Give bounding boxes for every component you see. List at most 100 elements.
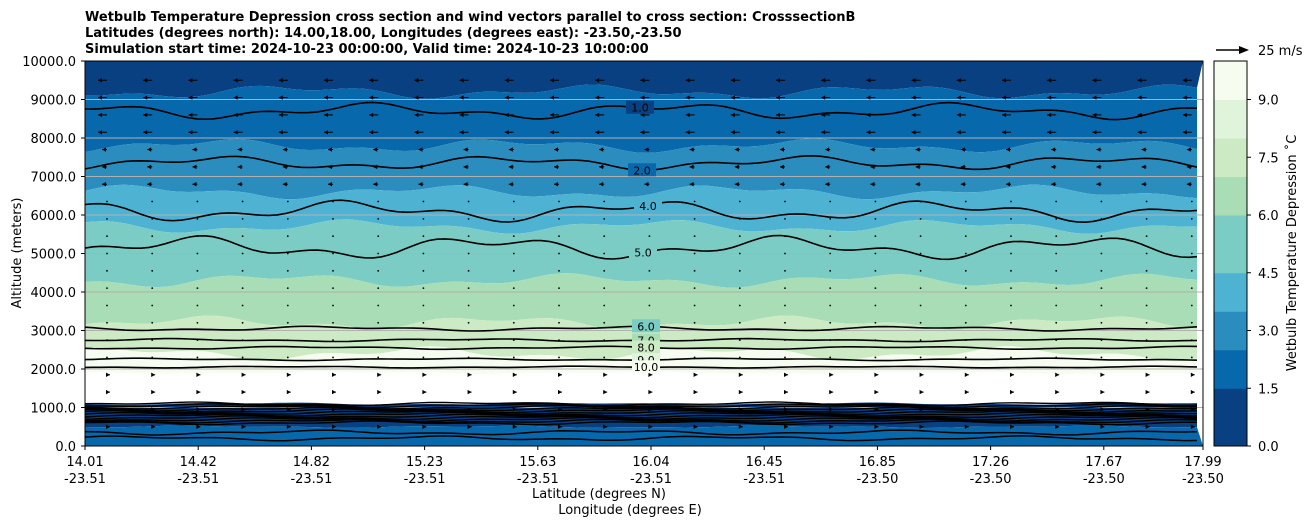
wind-vector-head (915, 164, 920, 170)
colorbar-band (1214, 61, 1247, 81)
wind-vector-dot (106, 252, 108, 255)
wind-vector-dot (603, 304, 606, 307)
wind-vector-head (1141, 147, 1146, 152)
wind-vector-dot (784, 200, 786, 203)
colorbar-band (1214, 157, 1247, 177)
wind-vector-head (784, 372, 788, 377)
wind-vector-dot (693, 269, 696, 272)
wind-vector-head (648, 424, 653, 429)
colorbar-band (1214, 272, 1247, 293)
wind-vector-dot (919, 217, 922, 220)
x-tick-label-longitude: -23.50 (970, 472, 1012, 487)
wind-vector-head (550, 112, 554, 118)
wind-vector-head (369, 112, 374, 118)
wind-vector-dot (693, 321, 696, 324)
wind-vector-head (1047, 130, 1052, 135)
wind-vector-dot (422, 252, 425, 255)
wind-vector-dot (603, 339, 606, 342)
wind-vector-head (780, 182, 784, 187)
wind-vector-head (282, 182, 287, 187)
wind-vector-head (233, 130, 238, 135)
wind-vector-head (689, 164, 694, 170)
wind-vector-head (693, 372, 698, 377)
wind-vector-dot (196, 235, 199, 238)
wind-vector-head (825, 182, 830, 187)
wind-vector-dot (106, 339, 108, 342)
wind-vector-dot (1190, 252, 1193, 255)
wind-vector-head (960, 164, 965, 170)
wind-vector-head (1010, 424, 1014, 429)
wind-vector-head (730, 95, 735, 100)
wind-vector-head (196, 407, 201, 412)
wind-vector-dot (1010, 217, 1012, 220)
wind-vector-head (278, 78, 283, 83)
wind-vector-head (911, 130, 916, 135)
wind-vector-dot (1145, 269, 1148, 272)
wind-vector-dot (829, 304, 832, 307)
wind-vector-head (422, 424, 427, 429)
wind-vector-head (143, 112, 148, 118)
wind-vector-dot (151, 235, 154, 238)
wind-vector-head (147, 164, 152, 170)
wind-vector-head (508, 164, 513, 170)
wind-vector-head (599, 147, 604, 152)
wind-vector-dot (241, 321, 244, 324)
wind-vector-dot (467, 269, 470, 272)
wind-vector-head (640, 112, 645, 118)
wind-vector-head (192, 147, 197, 152)
wind-vector-head (1186, 164, 1191, 170)
wind-vector-dot (1145, 304, 1148, 307)
wind-vector-head (1145, 424, 1150, 429)
wind-vector-head (870, 147, 875, 152)
wind-vector-dot (512, 217, 515, 220)
x-tick-label-latitude: 17.99 (1184, 455, 1221, 470)
wind-vector-head (693, 407, 698, 412)
wind-vector-dot (603, 269, 606, 272)
wind-vector-head (550, 130, 554, 135)
wind-vector-dot (512, 321, 515, 324)
wind-vector-dot (648, 287, 651, 290)
wind-vector-head (282, 164, 287, 170)
wind-vector-head (825, 164, 830, 170)
wind-vector-head (143, 78, 148, 83)
wind-vector-head (595, 112, 600, 118)
wind-vector-head (102, 182, 106, 187)
x-tick-label-latitude: 16.85 (859, 455, 896, 470)
wind-vector-dot (196, 269, 199, 272)
wind-vector-head (241, 407, 246, 412)
wind-vector-dot (1145, 339, 1148, 342)
wind-vector-head (459, 95, 464, 100)
wind-vector-dot (648, 217, 651, 220)
wind-vector-head (282, 147, 287, 152)
wind-vector-head (414, 78, 419, 83)
wind-vector-head (106, 407, 110, 412)
y-tick-label: 2000.0 (31, 363, 77, 378)
wind-vector-head (1051, 182, 1056, 187)
wind-vector-head (422, 372, 427, 377)
wind-vector-dot (422, 304, 425, 307)
wind-vector-head (1182, 78, 1187, 83)
wind-vector-dot (829, 200, 832, 203)
contour-label: 1.0 (631, 102, 649, 115)
wind-vector-head (911, 78, 916, 83)
wind-vector-dot (196, 304, 199, 307)
wind-vector-dot (1055, 339, 1058, 342)
wind-vector-dot (1100, 235, 1103, 238)
wind-vector-dot (151, 269, 154, 272)
wind-vector-head (241, 389, 246, 395)
wind-vector-head (554, 164, 558, 170)
wind-vector-dot (558, 200, 560, 203)
wind-vector-dot (829, 321, 832, 324)
wind-vector-dot (422, 287, 425, 290)
wind-vector-head (595, 78, 600, 83)
wind-vector-head (151, 407, 156, 412)
contour-line (85, 403, 1197, 409)
wind-vector-dot (558, 321, 560, 324)
wind-vector-head (151, 372, 156, 377)
wind-vector-dot (784, 269, 786, 272)
wind-vector-dot (106, 321, 108, 324)
wind-vector-head (286, 372, 291, 377)
wind-vector-dot (332, 252, 334, 255)
wind-vector-head (233, 112, 238, 118)
wind-vector-dot (377, 304, 380, 307)
